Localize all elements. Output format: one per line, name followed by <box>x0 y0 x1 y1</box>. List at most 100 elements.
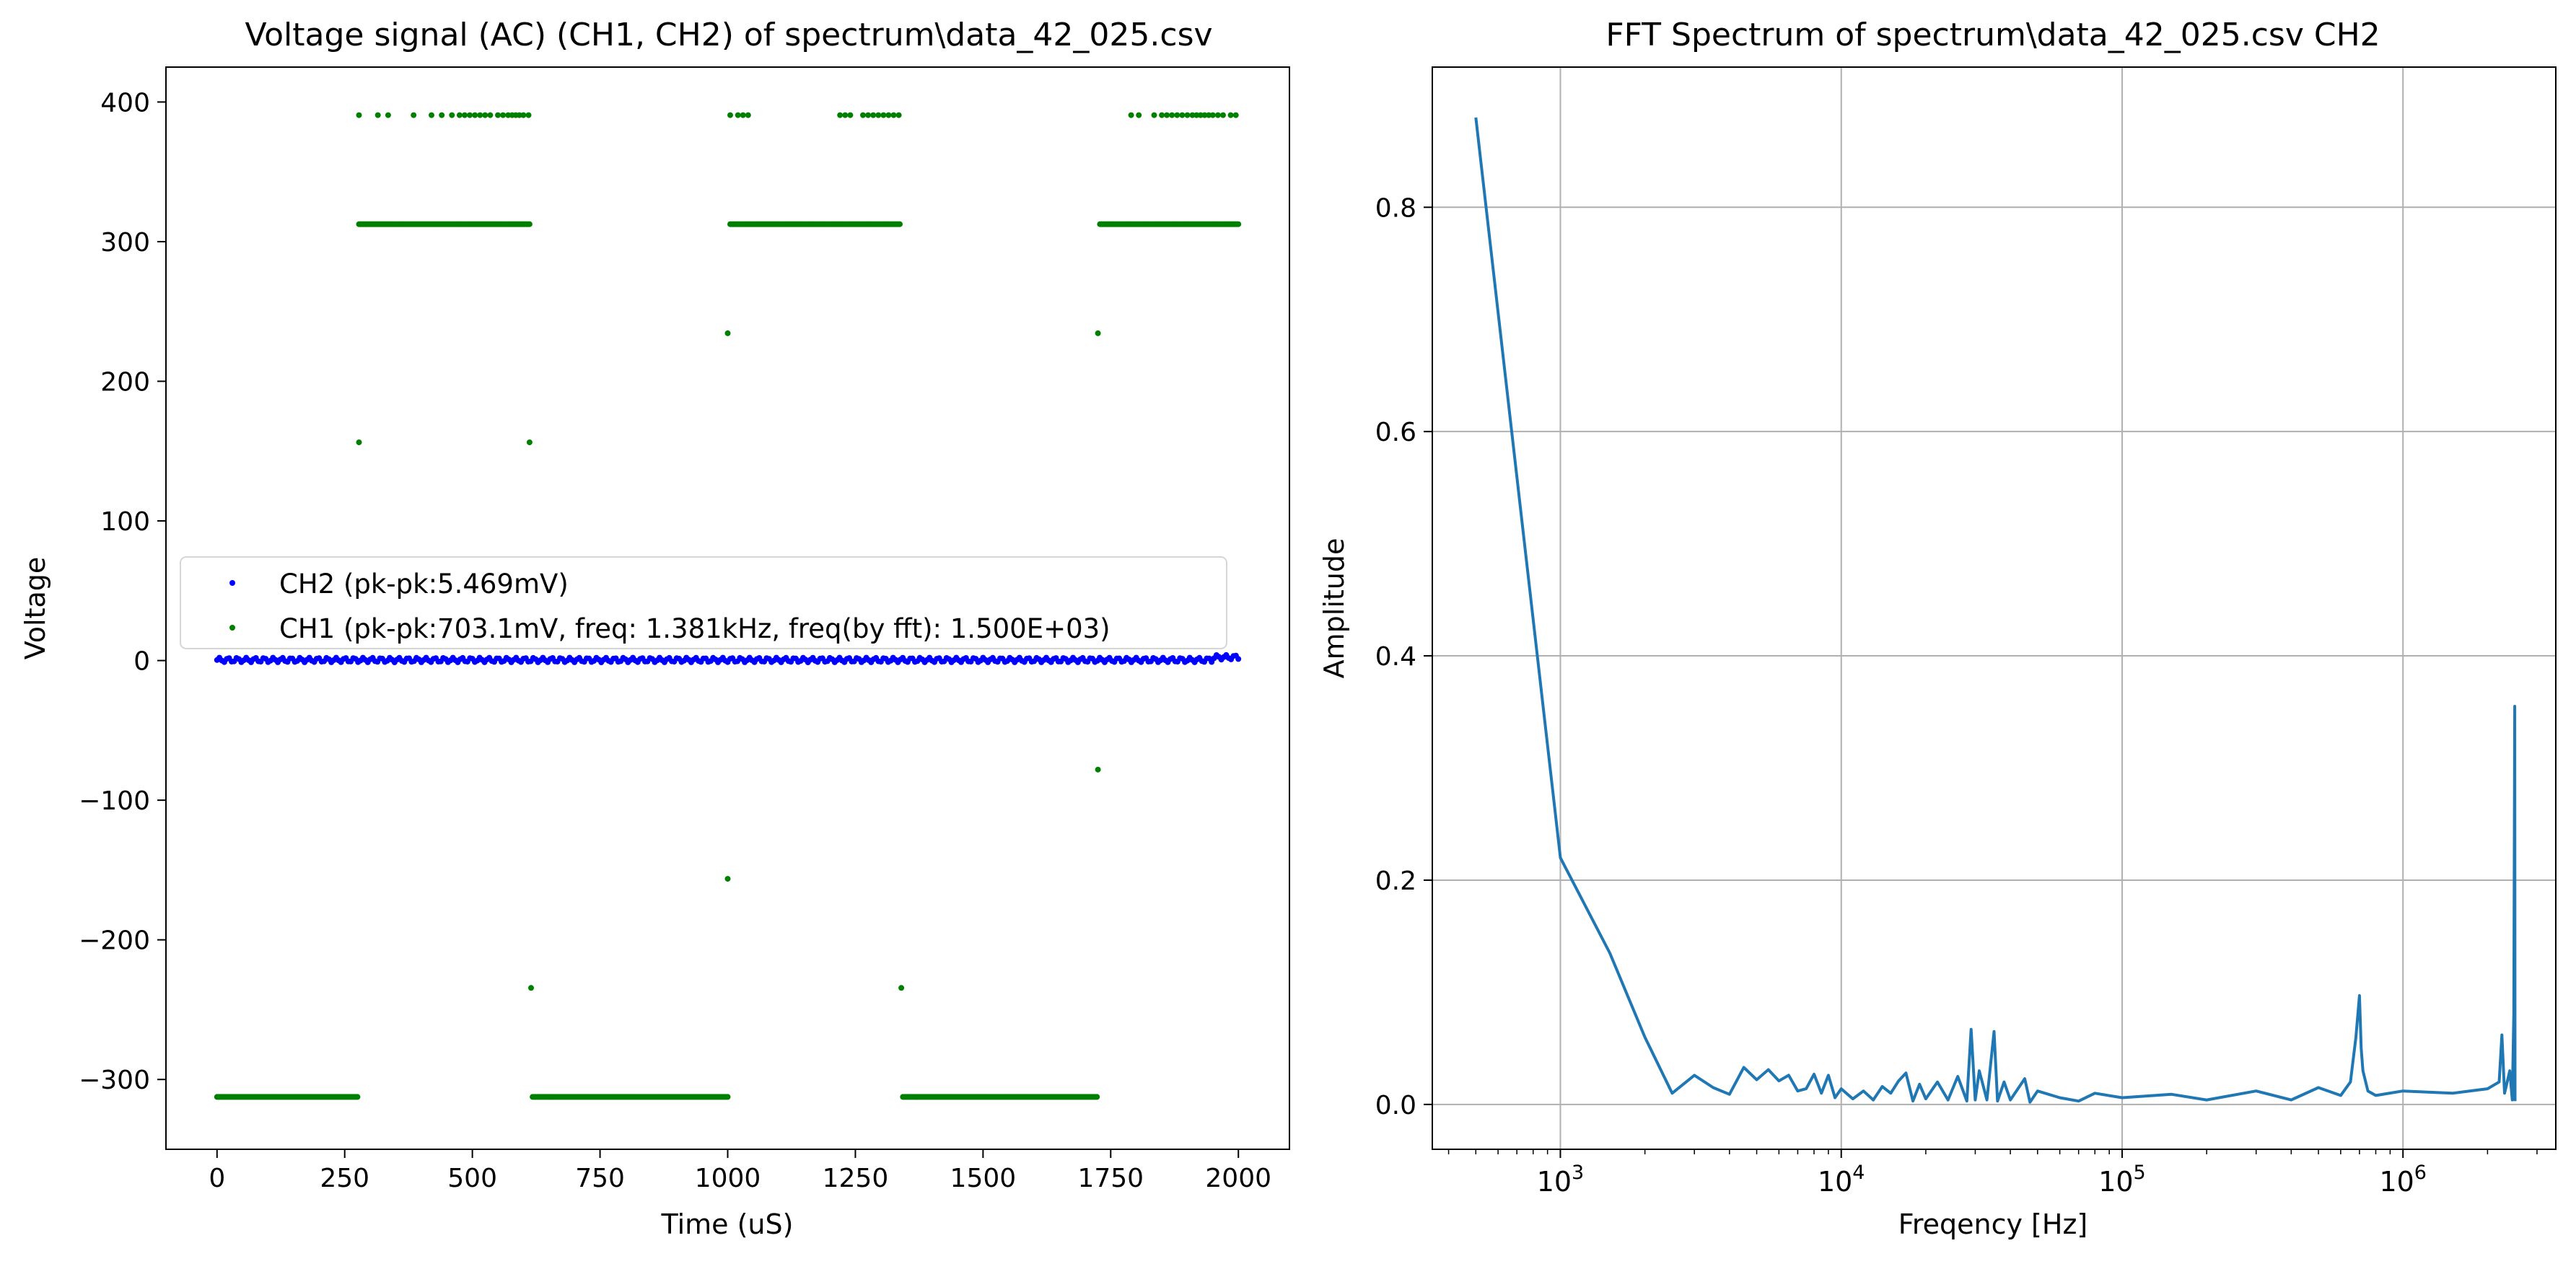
ch1-point <box>411 112 417 118</box>
ch1-point <box>1201 112 1208 118</box>
ch1-point <box>1179 112 1186 118</box>
x-tick-label: 2000 <box>1205 1164 1271 1193</box>
ch1-point <box>1209 112 1216 118</box>
x-tick-label: 1500 <box>950 1164 1017 1193</box>
ch1-point <box>860 112 866 118</box>
ch1-point <box>1095 330 1101 336</box>
ch1-point <box>745 112 751 118</box>
voltage-x-axis-label: Time (uS) <box>661 1208 794 1240</box>
ch1-point <box>1169 112 1175 118</box>
voltage-y-axis-label: Voltage <box>19 557 51 660</box>
y-tick-label: −300 <box>79 1066 150 1095</box>
fft-chart: FFT Spectrum of spectrum\data_42_025.csv… <box>1318 17 2557 1240</box>
ch1-point <box>1227 112 1234 118</box>
ch1-point <box>1164 112 1170 118</box>
ch1-point <box>374 112 381 118</box>
ch1-point <box>356 439 362 446</box>
ch1-point <box>528 985 534 991</box>
ch1-point <box>865 112 872 118</box>
ch1-point <box>462 112 468 118</box>
ch1-point <box>449 112 455 118</box>
ch1-point <box>429 112 434 118</box>
ch1-point <box>516 112 522 118</box>
x-tick-label: 500 <box>447 1164 497 1193</box>
y-tick-label: −100 <box>79 786 150 816</box>
ch1-point <box>1094 1094 1100 1100</box>
ch1-point <box>1151 112 1157 118</box>
y-tick-label: 100 <box>100 507 150 537</box>
x-tick-label: 106 <box>2379 1162 2427 1198</box>
ch1-point <box>1220 112 1226 118</box>
ch1-point <box>1235 221 1242 227</box>
x-tick-label-exponent: 5 <box>2134 1162 2146 1184</box>
ch1-point <box>1136 112 1142 118</box>
x-tick-label: 1750 <box>1077 1164 1144 1193</box>
ch1-point <box>525 112 532 118</box>
ch1-point <box>500 112 507 118</box>
x-tick-label: 1250 <box>823 1164 889 1193</box>
voltage-chart: Voltage signal (AC) (CH1, CH2) of spectr… <box>19 17 1290 1240</box>
y-tick-label: −200 <box>79 926 150 956</box>
y-tick-label: 0.4 <box>1375 642 1416 672</box>
x-tick-label: 1000 <box>695 1164 761 1193</box>
ch1-point <box>895 112 902 118</box>
ch1-point <box>439 112 445 118</box>
x-tick-label: 250 <box>320 1164 369 1193</box>
ch1-point <box>880 112 887 118</box>
x-tick-label-base: 10 <box>2098 1166 2133 1198</box>
fft-chart-title: FFT Spectrum of spectrum\data_42_025.csv… <box>1605 17 2380 53</box>
ch1-point <box>1095 766 1101 773</box>
ch1-point <box>837 112 844 118</box>
x-tick-label: 103 <box>1537 1162 1585 1198</box>
ch1-point <box>472 112 478 118</box>
ch1-point <box>354 1094 361 1100</box>
fft-spectrum-line <box>1474 117 2517 1104</box>
y-tick-label: 0.8 <box>1375 193 1416 223</box>
ch1-point <box>740 112 746 118</box>
x-tick-label-exponent: 3 <box>1572 1162 1584 1184</box>
ch1-point <box>385 112 391 118</box>
fft-data-layer <box>1474 117 2517 1104</box>
ch1-points <box>214 112 1242 1100</box>
ch1-point <box>842 112 849 118</box>
ch1-point <box>1189 112 1196 118</box>
ch1-point <box>727 112 733 118</box>
x-tick-label-exponent: 4 <box>1852 1162 1865 1184</box>
y-tick-label: 400 <box>100 88 150 118</box>
ch2-points <box>214 651 1242 665</box>
ch1-point <box>482 112 489 118</box>
legend-marker-ch2 <box>229 580 235 586</box>
x-tick-label-base: 10 <box>2379 1166 2414 1198</box>
ch1-point <box>1193 112 1200 118</box>
ch1-point <box>356 112 362 118</box>
voltage-legend: CH2 (pk-pk:5.469mV) CH1 (pk-pk:703.1mV, … <box>180 556 1227 649</box>
ch1-point <box>1206 112 1212 118</box>
x-tick-label-exponent: 6 <box>2414 1162 2427 1184</box>
y-tick-label: 0.6 <box>1375 418 1416 447</box>
ch1-point <box>724 330 731 336</box>
fft-plot-frame <box>1432 66 2557 1150</box>
ch1-point <box>467 112 473 118</box>
x-tick-label: 104 <box>1818 1162 1865 1198</box>
y-tick-label: 300 <box>100 228 150 258</box>
ch1-point <box>520 112 527 118</box>
voltage-data-layer <box>214 112 1242 1100</box>
fft-plot-area <box>1432 67 2556 1149</box>
ch1-point <box>526 439 533 446</box>
ch1-point <box>1214 112 1221 118</box>
ch1-point <box>487 112 494 118</box>
ch1-point <box>1197 112 1204 118</box>
ch1-point <box>1184 112 1191 118</box>
ch1-point <box>456 112 463 118</box>
legend-label-ch1: CH1 (pk-pk:703.1mV, freq: 1.381kHz, freq… <box>279 613 1110 644</box>
ch1-point <box>1159 112 1165 118</box>
ch1-point <box>495 112 501 118</box>
ch1-point <box>897 221 903 227</box>
ch1-point <box>1174 112 1180 118</box>
ch1-point <box>526 221 533 227</box>
x-tick-label-base: 10 <box>1537 1166 1572 1198</box>
fft-y-axis-label: Amplitude <box>1318 538 1350 679</box>
ch1-point <box>885 112 892 118</box>
ch1-point <box>870 112 877 118</box>
